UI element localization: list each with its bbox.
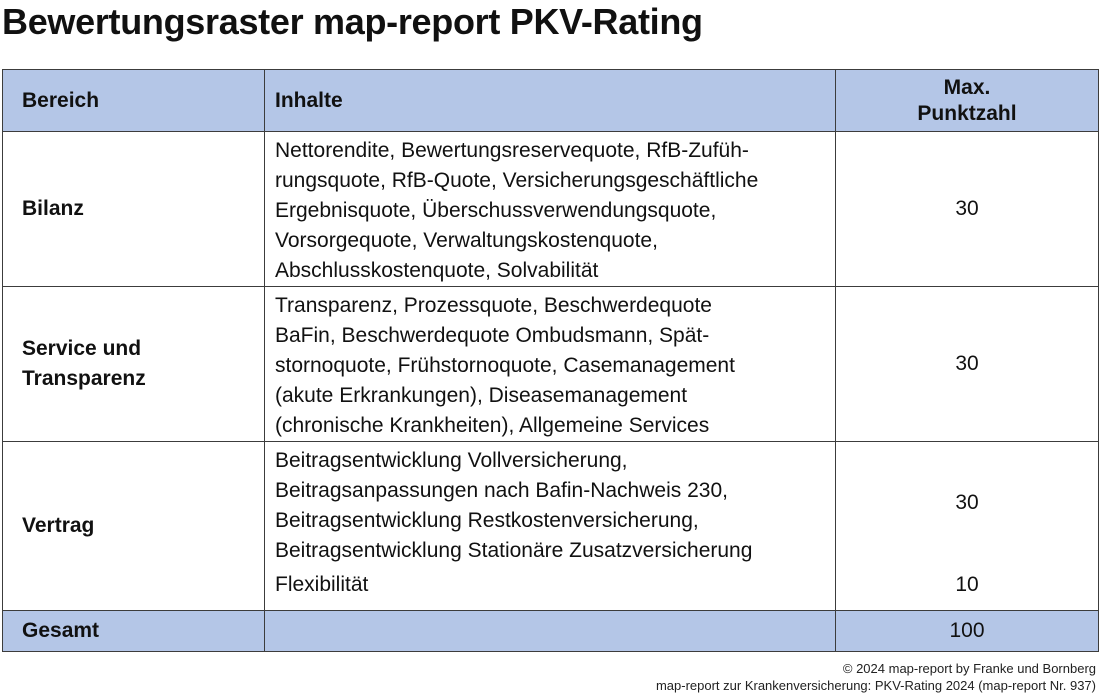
row-area-line: Transparenz <box>22 367 146 390</box>
content-line: Ergebnisquote, Überschussverwendungsquot… <box>275 199 717 222</box>
content-line: (akute Erkrankungen), Diseasemanagement <box>275 384 688 407</box>
row-area-line: Service und <box>22 337 142 360</box>
sub-points-value: 10 <box>955 573 979 596</box>
row-points: 30 <box>835 286 1099 442</box>
content-line: Beitragsanpassungen nach Bafin-Nachweis … <box>275 479 728 502</box>
rating-table: Bereich Inhalte Max. Punktzahl Bilanz Ne… <box>2 69 1099 652</box>
row-points: 30 <box>835 131 1099 287</box>
header-points: Max. Punktzahl <box>835 69 1099 132</box>
table-row: Vertrag Beitragsentwicklung Vollversiche… <box>2 441 1099 611</box>
copyright-line: © 2024 map-report by Franke und Bornberg <box>842 661 1096 676</box>
content-line: stornoquote, Frühstornoquote, Casemanage… <box>275 354 735 377</box>
row-content: Transparenz, Prozessquote, Beschwerdequo… <box>264 286 836 442</box>
content-line: Beitragsentwicklung Vollversicherung, <box>275 449 628 472</box>
content-line: Abschlusskostenquote, Solvabilität <box>275 259 599 282</box>
content-line: Nettorendite, Bewertungsreservequote, Rf… <box>275 139 749 162</box>
row-content: Beitragsentwicklung Vollversicherung, Be… <box>264 441 836 611</box>
page-title: Bewertungsraster map-report PKV-Rating <box>2 1 703 42</box>
content-line: (chronische Krankheiten), Allgemeine Ser… <box>275 414 710 437</box>
source-line: map-report zur Krankenversicherung: PKV-… <box>655 678 1096 693</box>
content-line: Beitragsentwicklung Restkostenversicheru… <box>275 509 699 532</box>
header-points-line1: Max. <box>943 75 991 99</box>
content-line: rungsquote, RfB-Quote, Versicherungsgesc… <box>275 169 759 192</box>
row-points-value: 30 <box>955 491 979 514</box>
table-header-row: Bereich Inhalte Max. Punktzahl <box>2 69 1099 132</box>
row-area: Service und Transparenz <box>2 286 265 442</box>
header-area: Bereich <box>2 69 265 132</box>
table-row: Service und Transparenz Transparenz, Pro… <box>2 286 1099 442</box>
sub-content: Flexibilität <box>275 573 369 596</box>
row-content: Nettorendite, Bewertungsreservequote, Rf… <box>264 131 836 287</box>
content-line: BaFin, Beschwerdequote Ombudsmann, Spät- <box>275 324 710 347</box>
row-area: Bilanz <box>2 131 265 287</box>
total-label: Gesamt <box>2 610 265 652</box>
footer-credits: © 2024 map-report by Franke und Bornberg… <box>656 660 1096 694</box>
header-content: Inhalte <box>264 69 836 132</box>
row-area: Vertrag <box>2 441 265 611</box>
content-line: Beitragsentwicklung Stationäre Zusatzver… <box>275 539 753 562</box>
content-line: Vorsorgequote, Verwaltungskostenquote, <box>275 229 658 252</box>
total-row: Gesamt 100 <box>2 610 1099 652</box>
row-points: 30 10 <box>835 441 1099 611</box>
total-content <box>264 610 836 652</box>
total-points: 100 <box>835 610 1099 652</box>
table-row: Bilanz Nettorendite, Bewertungsreservequ… <box>2 131 1099 287</box>
content-line: Transparenz, Prozessquote, Beschwerdequo… <box>275 294 712 317</box>
header-points-line2: Punktzahl <box>917 101 1017 125</box>
